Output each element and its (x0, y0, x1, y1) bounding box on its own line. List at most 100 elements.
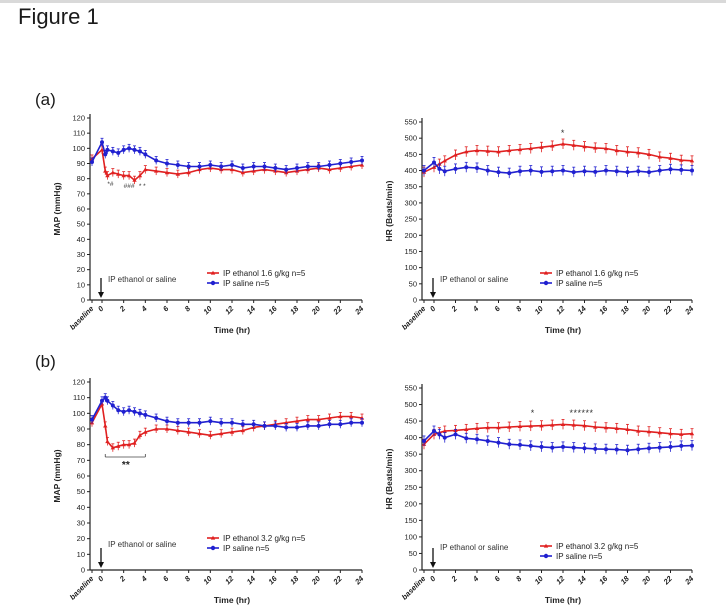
x-tick-label: 4 (470, 573, 481, 584)
y-tick-label: 500 (404, 400, 417, 409)
data-point-triangle (348, 164, 354, 169)
data-point-circle (528, 443, 533, 448)
x-tick-label: 12 (554, 303, 567, 316)
data-point-triangle (528, 423, 533, 428)
data-point-circle (453, 166, 458, 171)
y-tick-label: 50 (77, 220, 85, 229)
data-point-circle (197, 164, 202, 169)
data-point-triangle (186, 429, 191, 434)
data-point-circle (442, 435, 447, 440)
y-tick-label: 40 (77, 235, 85, 244)
data-point-circle (121, 409, 126, 414)
significance-mark: * (531, 408, 535, 418)
data-point-circle (127, 408, 132, 413)
data-point-circle (690, 168, 694, 173)
y-tick-label: 550 (404, 384, 417, 393)
data-point-circle (137, 149, 142, 154)
x-tick-label: 4 (139, 573, 150, 584)
x-tick-label: baseline (400, 574, 428, 602)
data-point-triangle (294, 418, 300, 423)
data-point-circle (197, 420, 202, 425)
x-tick-label: 0 (428, 303, 438, 313)
data-point-triangle (474, 148, 480, 153)
data-point-circle (625, 170, 630, 175)
data-point-triangle (679, 432, 684, 436)
data-point-circle (175, 420, 180, 425)
data-point-triangle (571, 143, 576, 147)
legend-label: IP ethanol 1.6 g/kg n=5 (223, 269, 306, 278)
data-point-circle (208, 163, 213, 168)
y-tick-label: 50 (409, 279, 417, 288)
data-point-circle (154, 416, 159, 421)
data-point-triangle (636, 150, 641, 155)
injection-arrow-head (430, 292, 436, 298)
data-point-circle (539, 444, 544, 449)
x-tick-label: 16 (266, 303, 279, 316)
injection-annotation: IP ethanol or saline (440, 275, 509, 284)
data-point-triangle (316, 417, 321, 422)
data-point-triangle (105, 439, 110, 444)
x-tick-label: 4 (139, 303, 150, 314)
x-tick-label: 10 (533, 303, 546, 316)
data-point-circle (273, 166, 278, 171)
data-point-circle (219, 164, 224, 169)
data-point-triangle (132, 177, 137, 182)
data-point-triangle (327, 415, 332, 420)
x-tick-label: baseline (68, 304, 96, 332)
injection-annotation: IP ethanol or saline (108, 540, 177, 549)
series-line-saline (423, 429, 693, 452)
x-tick-label: 2 (117, 303, 128, 314)
data-point-triangle (240, 428, 246, 433)
data-point-triangle (496, 149, 501, 154)
data-point-triangle (218, 431, 224, 436)
data-point-triangle (550, 143, 555, 148)
x-tick-label: 20 (639, 573, 653, 587)
y-tick-label: 60 (77, 205, 85, 214)
x-tick-label: 2 (449, 573, 460, 584)
data-point-circle (240, 166, 245, 171)
data-point-circle (230, 420, 234, 425)
x-tick-label: 2 (117, 573, 128, 584)
data-point-circle (262, 423, 267, 428)
y-tick-label: 10 (77, 550, 85, 559)
data-point-circle (442, 169, 447, 174)
y-tick-label: 90 (77, 425, 85, 434)
x-tick-label: 24 (352, 573, 366, 587)
legend-label: IP ethanol 1.6 g/kg n=5 (556, 269, 639, 278)
x-tick-label: 10 (201, 303, 214, 316)
data-point-triangle (657, 430, 662, 435)
data-point-circle (100, 140, 104, 145)
data-point-circle (110, 403, 115, 408)
y-tick-label: 0 (413, 566, 417, 575)
data-point-circle (132, 147, 137, 152)
y-axis-title: MAP (mmHg) (52, 182, 62, 235)
x-tick-label: 6 (493, 573, 503, 583)
data-point-triangle (485, 148, 490, 153)
data-point-circle (208, 419, 213, 424)
data-point-circle (186, 420, 191, 425)
x-tick-label: 24 (682, 573, 696, 587)
series-line-ethanol (423, 423, 693, 445)
data-point-triangle (603, 146, 609, 151)
data-point-triangle (689, 158, 695, 163)
data-point-circle (262, 164, 267, 169)
data-point-triangle (153, 168, 159, 173)
x-tick-label: 22 (331, 303, 345, 317)
data-point-circle (453, 432, 458, 437)
y-tick-label: 200 (404, 231, 417, 240)
data-point-triangle (121, 442, 126, 447)
data-point-triangle (485, 425, 490, 430)
injection-arrow-head (98, 292, 104, 298)
series-line-saline (91, 396, 362, 429)
legend-marker (543, 280, 549, 286)
data-point-circle (690, 443, 694, 448)
data-point-triangle (571, 422, 576, 427)
data-point-triangle (442, 428, 447, 433)
data-point-circle (496, 440, 501, 445)
y-tick-label: 250 (404, 483, 417, 492)
data-point-circle (550, 169, 555, 174)
y-tick-label: 80 (77, 440, 85, 449)
data-point-circle (110, 149, 115, 154)
y-tick-label: 60 (77, 472, 85, 481)
